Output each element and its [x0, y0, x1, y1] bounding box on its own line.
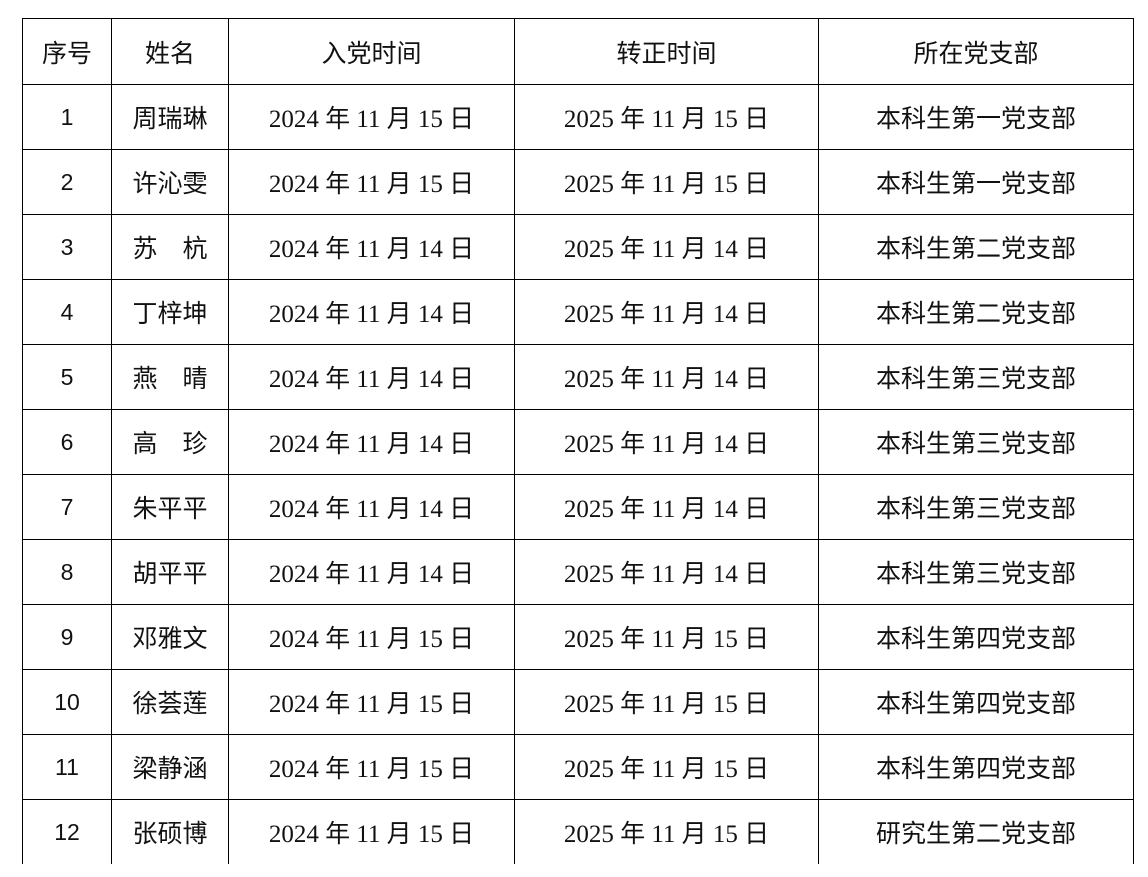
cell-index: 7: [22, 474, 112, 540]
table-row: 2 许沁雯 2024 年 11 月 15 日 2025 年 11 月 15 日本科生第…: [22, 149, 1134, 215]
cell-branch: 研究生第二党支部: [818, 799, 1134, 864]
party-members-table: 序号 姓名 入党时间 转正时间 所在党支部 1 周瑞琳 2024 年 11 月 15…: [22, 18, 1134, 864]
cell-index: 8: [22, 539, 112, 605]
cell-join-date: 2024 年 11 月 14 日: [228, 344, 515, 410]
table-row: 9 邓雅文 2024 年 11 月 15 日 2025 年 11 月 15 日本科生第…: [22, 604, 1134, 670]
cell-full-date: 2025 年 11 月 15 日: [514, 669, 819, 735]
cell-join-date: 2024 年 11 月 15 日: [228, 84, 515, 150]
header-index: 序号: [22, 18, 112, 85]
cell-name: 丁梓坤: [111, 279, 229, 345]
table-row: 10 徐荟莲 2024 年 11 月 15 日 2025 年 11 月 15 日本科生…: [22, 669, 1134, 735]
cell-index: 6: [22, 409, 112, 475]
cell-full-date: 2025 年 11 月 14 日: [514, 474, 819, 540]
cell-index: 5: [22, 344, 112, 410]
header-join-date: 入党时间: [228, 18, 515, 85]
cell-name: 张硕博: [111, 799, 229, 864]
table-row: 1 周瑞琳 2024 年 11 月 15 日 2025 年 11 月 15 日本科生第…: [22, 84, 1134, 150]
table-row: 12 张硕博 2024 年 11 月 15 日 2025 年 11 月 15 日研究生…: [22, 799, 1134, 864]
cell-branch: 本科生第二党支部: [818, 279, 1134, 345]
cell-branch: 本科生第四党支部: [818, 669, 1134, 735]
table-row: 8 胡平平 2024 年 11 月 14 日 2025 年 11 月 14 日本科生第…: [22, 539, 1134, 605]
cell-full-date: 2025 年 11 月 15 日: [514, 734, 819, 800]
cell-full-date: 2025 年 11 月 15 日: [514, 604, 819, 670]
cell-name: 燕 晴: [111, 344, 229, 410]
header-name: 姓名: [111, 18, 229, 85]
cell-join-date: 2024 年 11 月 14 日: [228, 539, 515, 605]
cell-join-date: 2024 年 11 月 15 日: [228, 669, 515, 735]
cell-name: 苏 杭: [111, 214, 229, 280]
cell-branch: 本科生第三党支部: [818, 409, 1134, 475]
cell-branch: 本科生第一党支部: [818, 149, 1134, 215]
cell-full-date: 2025 年 11 月 14 日: [514, 539, 819, 605]
cell-name: 朱平平: [111, 474, 229, 540]
cell-branch: 本科生第三党支部: [818, 474, 1134, 540]
cell-index: 4: [22, 279, 112, 345]
cell-full-date: 2025 年 11 月 15 日: [514, 149, 819, 215]
cell-full-date: 2025 年 11 月 14 日: [514, 344, 819, 410]
cell-join-date: 2024 年 11 月 14 日: [228, 214, 515, 280]
cell-join-date: 2024 年 11 月 15 日: [228, 604, 515, 670]
cell-full-date: 2025 年 11 月 15 日: [514, 799, 819, 864]
cell-index: 3: [22, 214, 112, 280]
cell-full-date: 2025 年 11 月 14 日: [514, 409, 819, 475]
cell-index: 2: [22, 149, 112, 215]
header-row: 序号 姓名 入党时间 转正时间 所在党支部: [22, 18, 1134, 85]
cell-index: 11: [22, 734, 112, 800]
cell-full-date: 2025 年 11 月 15 日: [514, 84, 819, 150]
cell-index: 12: [22, 799, 112, 864]
cell-branch: 本科生第三党支部: [818, 539, 1134, 605]
header-branch: 所在党支部: [818, 18, 1134, 85]
cell-name: 许沁雯: [111, 149, 229, 215]
cell-name: 高 珍: [111, 409, 229, 475]
cell-full-date: 2025 年 11 月 14 日: [514, 214, 819, 280]
cell-branch: 本科生第一党支部: [818, 84, 1134, 150]
table-row: 11 梁静涵 2024 年 11 月 15 日 2025 年 11 月 15 日本科生…: [22, 734, 1134, 800]
cell-name: 梁静涵: [111, 734, 229, 800]
cell-branch: 本科生第二党支部: [818, 214, 1134, 280]
cell-join-date: 2024 年 11 月 14 日: [228, 409, 515, 475]
table-row: 7 朱平平 2024 年 11 月 14 日 2025 年 11 月 14 日本科生第…: [22, 474, 1134, 540]
cell-name: 胡平平: [111, 539, 229, 605]
header-full-date: 转正时间: [514, 18, 819, 85]
cell-name: 周瑞琳: [111, 84, 229, 150]
cell-join-date: 2024 年 11 月 15 日: [228, 734, 515, 800]
cell-branch: 本科生第四党支部: [818, 604, 1134, 670]
cell-name: 邓雅文: [111, 604, 229, 670]
table-row: 4 丁梓坤 2024 年 11 月 14 日 2025 年 11 月 14 日本科生第…: [22, 279, 1134, 345]
cell-index: 9: [22, 604, 112, 670]
cell-join-date: 2024 年 11 月 14 日: [228, 279, 515, 345]
cell-index: 10: [22, 669, 112, 735]
cell-join-date: 2024 年 11 月 15 日: [228, 799, 515, 864]
cell-join-date: 2024 年 11 月 15 日: [228, 149, 515, 215]
cell-name: 徐荟莲: [111, 669, 229, 735]
cell-join-date: 2024 年 11 月 14 日: [228, 474, 515, 540]
cell-branch: 本科生第四党支部: [818, 734, 1134, 800]
cell-index: 1: [22, 84, 112, 150]
cell-full-date: 2025 年 11 月 14 日: [514, 279, 819, 345]
cell-branch: 本科生第三党支部: [818, 344, 1134, 410]
